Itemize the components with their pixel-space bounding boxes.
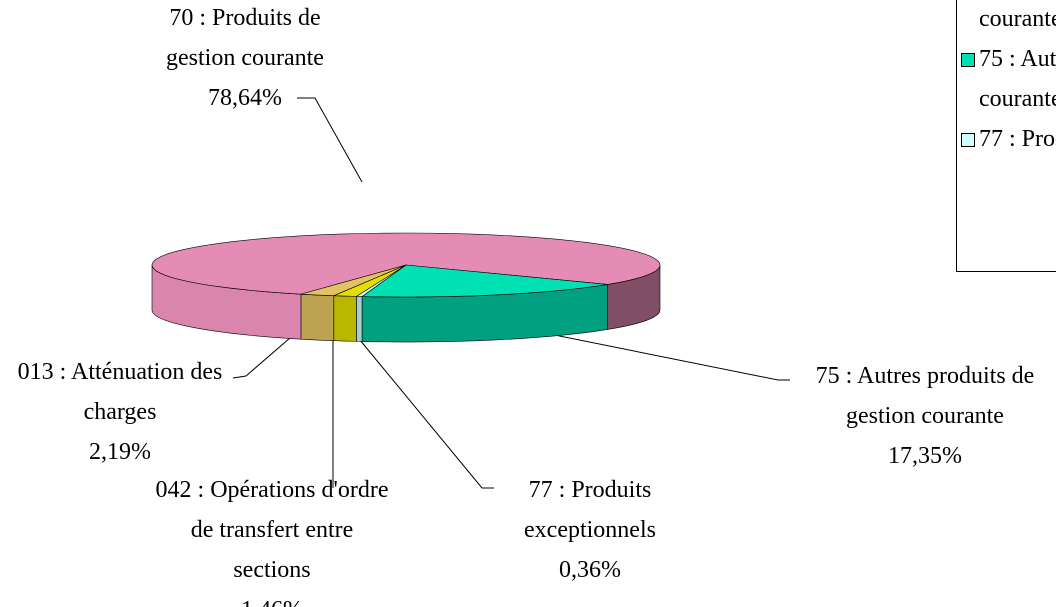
- data-label-value: 0,36%: [559, 557, 621, 583]
- data-label-name: 75 : Autres produits de gestion courante: [815, 363, 1035, 429]
- leader-lines: [232, 97, 790, 489]
- slice-side: [300, 293, 335, 341]
- slice-tops: [151, 232, 661, 298]
- data-label: 75 : Autres produits de gestion courante…: [794, 356, 1056, 476]
- leader-line: [297, 97, 363, 183]
- data-label-name: 042 : Opérations d'ordre de transfert en…: [155, 477, 389, 583]
- legend-item: 70 : Produits de gestion courante: [957, 0, 1056, 39]
- data-label-name: 77 : Produits exceptionnels: [524, 477, 656, 543]
- legend-label: 75 : Autres produits de gestion courante: [979, 46, 1056, 112]
- data-label: 77 : Produits exceptionnels 0,36%: [490, 470, 690, 590]
- legend-swatch: [961, 133, 975, 147]
- data-label-value: 17,35%: [888, 443, 962, 469]
- slice-side: [333, 295, 357, 342]
- legend-item: 77 : Produits exceptionnels: [957, 119, 1056, 159]
- slice-sides: [151, 264, 661, 343]
- data-label-name: 013 : Atténuation des charges: [17, 359, 223, 425]
- data-label: 042 : Opérations d'ordre de transfert en…: [152, 470, 392, 607]
- legend-label: 77 : Produits exceptionnels: [979, 126, 1056, 152]
- data-label: 013 : Atténuation des charges 2,19%: [0, 352, 240, 472]
- legend-label: 70 : Produits de gestion courante: [979, 6, 1056, 32]
- legend-swatch: [961, 53, 975, 67]
- data-label-value: 1,46%: [152, 590, 392, 607]
- legend: 70 : Produits de gestion courante 75 : Au…: [956, 0, 1056, 272]
- data-label-value: 2,19%: [89, 439, 151, 465]
- data-label-value: 78,64%: [208, 85, 282, 111]
- legend-item: 75 : Autres produits de gestion courante: [957, 39, 1056, 119]
- slice-side: [356, 296, 363, 342]
- data-label-name: 70 : Produits de gestion courante: [166, 5, 324, 71]
- leader-line: [469, 317, 790, 381]
- slice: [361, 264, 608, 298]
- slice: [151, 232, 661, 295]
- leader-line: [232, 324, 306, 379]
- data-label: 70 : Produits de gestion courante 78,64%: [155, 0, 335, 118]
- leader-line: [349, 327, 494, 489]
- slice: [300, 264, 407, 296]
